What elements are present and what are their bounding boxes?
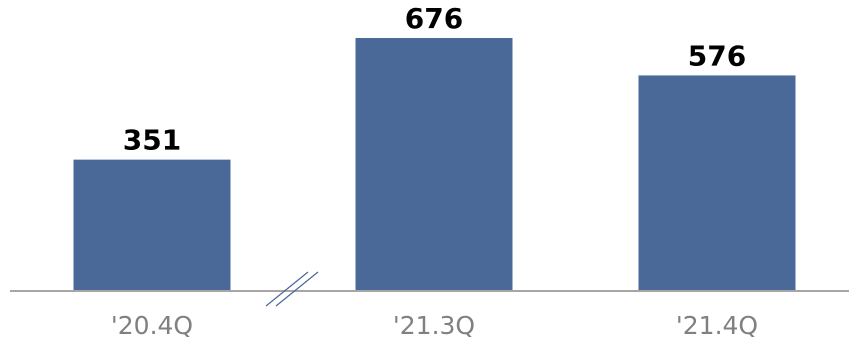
value-labels-group: 351 676 576 (123, 2, 746, 157)
data-label-1: 676 (405, 2, 463, 35)
bar-2 (638, 75, 796, 292)
x-tick-label-1: '21.3Q (393, 311, 475, 337)
x-tick-label-2: '21.4Q (676, 311, 758, 337)
bar-1 (355, 38, 513, 291)
axis-break-icon (265, 271, 319, 307)
bar-0 (73, 159, 231, 291)
x-tick-label-0: '20.4Q (111, 311, 193, 337)
data-label-2: 576 (688, 39, 746, 72)
x-tick-labels-group: '20.4Q '21.3Q '21.4Q (111, 311, 758, 337)
bars-group (73, 38, 796, 292)
data-label-0: 351 (123, 124, 181, 157)
